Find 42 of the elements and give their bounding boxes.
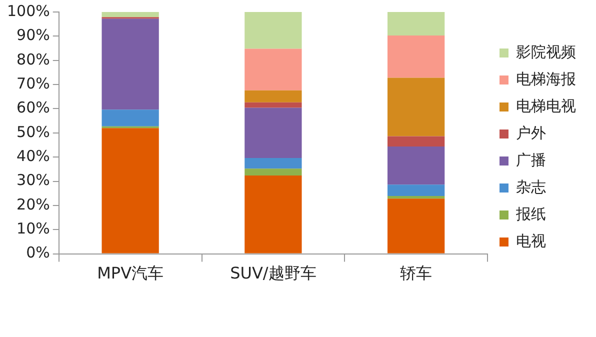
legend-label: 电视 (516, 232, 546, 250)
bar (244, 175, 302, 254)
legend-label: 电梯电视 (516, 96, 576, 115)
bar (387, 136, 445, 146)
y-tick-label: 50% (16, 122, 50, 141)
x-tick-label: MPV汽车 (97, 264, 164, 283)
x-tick-label: SUV/越野车 (230, 264, 316, 283)
bar (244, 12, 302, 49)
bar (102, 110, 159, 126)
bar (244, 90, 302, 102)
legend-label: 影院视频 (516, 42, 576, 61)
y-tick-label: 40% (16, 146, 50, 165)
bar (244, 108, 302, 158)
y-tick-label: 30% (16, 171, 50, 190)
y-tick-label: 60% (16, 98, 50, 117)
legend-label: 电梯海报 (516, 70, 576, 88)
bar (244, 102, 302, 108)
y-tick-label: 10% (16, 220, 50, 238)
bar (387, 78, 445, 136)
bar (387, 35, 445, 78)
y-tick-label: 0% (26, 244, 50, 262)
x-tick-label: 轿车 (400, 264, 432, 283)
y-tick-label: 70% (16, 74, 50, 92)
y-tick-label: 100% (6, 2, 50, 20)
bar (102, 12, 159, 18)
legend-label: 户外 (516, 124, 546, 142)
y-tick-label: 80% (16, 50, 50, 68)
legend-label: 广播 (516, 150, 546, 169)
bar (387, 184, 445, 196)
legend-label: 杂志 (516, 178, 546, 196)
bar (387, 12, 445, 36)
y-tick-label: 20% (16, 195, 50, 214)
bar (244, 168, 302, 176)
bar (387, 196, 445, 199)
y-tick-label: 90% (16, 26, 50, 44)
legend-label: 报纸 (515, 204, 546, 223)
bar (102, 18, 159, 110)
bar (102, 128, 159, 254)
bar (244, 48, 302, 90)
bar (244, 158, 302, 169)
bar (387, 198, 445, 254)
bar (387, 146, 445, 185)
